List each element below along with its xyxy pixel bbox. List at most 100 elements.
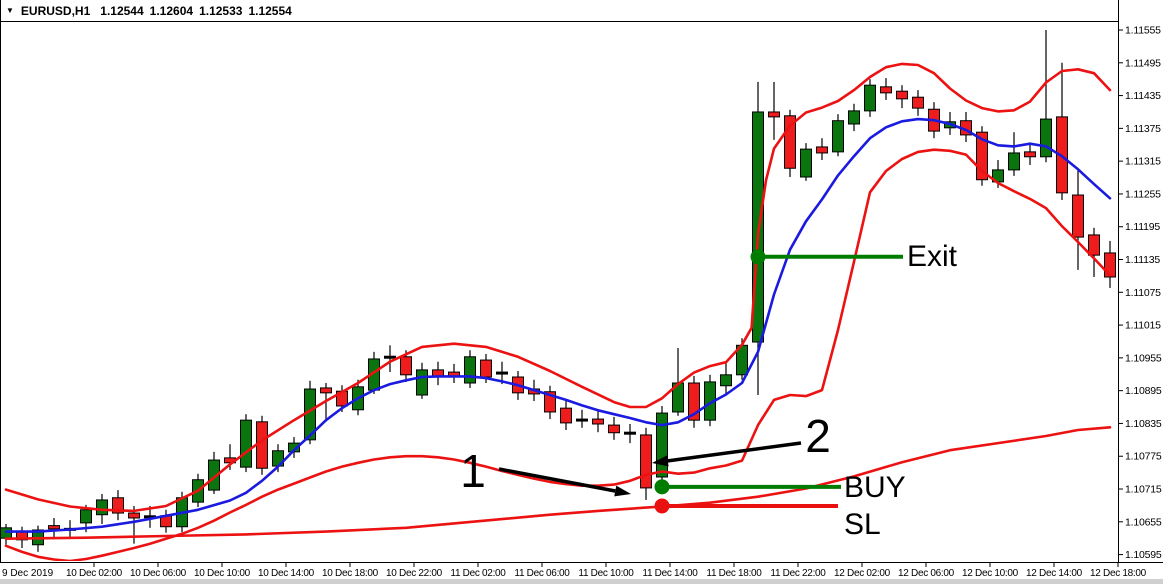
candle-37 [592, 409, 604, 433]
time-label: 12 Dec 10:00 [962, 568, 1019, 579]
time-label: 11 Dec 06:00 [514, 568, 570, 579]
candle-body [400, 356, 412, 376]
price-label: 1.11195 [1125, 221, 1160, 233]
candle-65 [1040, 30, 1052, 163]
candle-63 [1008, 132, 1020, 176]
time-scale[interactable]: 9 Dec 2019 10 Dec 02:00 10 Dec 06:00 10 Dec… [2, 562, 1147, 579]
candle-15 [240, 414, 252, 473]
candle-body [688, 382, 700, 421]
candle-53 [848, 103, 860, 132]
candle-64 [1024, 143, 1036, 165]
marker-1[interactable]: 1 [460, 445, 486, 497]
price-label: 1.11555 [1125, 25, 1161, 37]
candle-body [1040, 118, 1052, 158]
candle-body [848, 110, 860, 125]
marker-1-arrow[interactable] [498, 467, 631, 497]
candle-68 [1088, 227, 1100, 277]
candle-66 [1056, 62, 1068, 200]
exit-signal[interactable]: Exit [750, 240, 958, 273]
marker-1-arrow-head [614, 485, 631, 497]
time-label: 12 Dec 14:00 [1026, 568, 1083, 579]
candle-51 [816, 138, 828, 161]
candle-13 [208, 451, 220, 494]
candle-56 [896, 85, 908, 109]
price-label: 1.11135 [1125, 254, 1160, 266]
candle-10 [160, 509, 172, 533]
candle-body [256, 421, 268, 469]
buy-signal[interactable]: BUY [654, 471, 906, 504]
candle-body [416, 369, 428, 396]
candle-body [1, 527, 12, 539]
exit-label[interactable]: Exit [907, 240, 958, 273]
time-label: 11 Dec 22:00 [770, 568, 826, 579]
candle-38 [608, 416, 620, 440]
price-label: 1.11435 [1125, 90, 1161, 102]
price-label: 1.10835 [1125, 418, 1162, 430]
price-label: 1.11315 [1125, 156, 1161, 168]
bollinger-lower-line [4, 148, 1112, 561]
time-label: 10 Dec 18:00 [322, 568, 379, 579]
candle-body [112, 497, 124, 514]
candle-28 [448, 363, 460, 384]
time-label: 10 Dec 10:00 [194, 568, 251, 579]
candle-29 [464, 350, 476, 388]
candle-3 [48, 517, 60, 538]
price-label: 1.10895 [1125, 385, 1162, 397]
chart-frame [0, 0, 1163, 563]
candle-39 [624, 423, 636, 444]
marker-1-label[interactable]: 1 [460, 445, 486, 497]
price-label: 1.11495 [1125, 57, 1161, 69]
marker-2-arrow-shaft [667, 441, 802, 463]
candle-body [832, 120, 844, 153]
candle-body [320, 387, 332, 394]
candle-16 [256, 415, 268, 475]
price-scale[interactable]: 1.11555 1.11495 1.11435 1.11375 1.11315 1.112… [1118, 25, 1162, 562]
price-label: 1.10595 [1125, 549, 1162, 561]
candle-54 [864, 79, 876, 117]
candle-61 [976, 126, 988, 186]
symbol-dropdown-icon[interactable]: ▼ [6, 5, 14, 15]
candle-26 [416, 362, 428, 399]
candle-body [1072, 194, 1084, 238]
price-label: 1.10775 [1125, 451, 1162, 463]
marker-2-arrow-head [652, 455, 669, 467]
candle-body [240, 419, 252, 468]
candle-body [592, 418, 604, 425]
symbol-timeframe-label: EURUSD,H1 [20, 3, 91, 18]
candle-40 [640, 427, 652, 500]
sl-label[interactable]: SL [844, 508, 881, 541]
marker-2-arrow[interactable] [652, 441, 802, 467]
candle-body [576, 418, 588, 422]
candle-34 [544, 385, 556, 420]
candle-body [720, 374, 732, 387]
quote-high: 1.12604 [149, 3, 194, 18]
candle-50 [800, 143, 812, 181]
candle-27 [432, 361, 444, 386]
candle-body [560, 407, 572, 424]
price-label: 1.10715 [1125, 484, 1162, 496]
price-label: 1.10655 [1125, 516, 1162, 528]
time-label: 10 Dec 02:00 [66, 568, 123, 579]
candle-body [1088, 234, 1100, 256]
candle-body [976, 131, 988, 181]
candle-0 [1, 523, 12, 545]
candle-body [656, 412, 668, 478]
candle-body [1008, 152, 1020, 171]
candle-body [816, 146, 828, 154]
price-label: 1.11375 [1125, 123, 1161, 135]
candle-body [1024, 151, 1036, 158]
exit-dot [750, 249, 766, 265]
marker-1-arrow-shaft [498, 467, 616, 493]
candle-body [96, 499, 108, 516]
buy-label[interactable]: BUY [844, 471, 906, 504]
candle-67 [1072, 169, 1084, 270]
candle-body [640, 434, 652, 489]
time-label: 12 Dec 06:00 [898, 568, 955, 579]
candle-24 [384, 345, 396, 373]
marker-2-label[interactable]: 2 [805, 410, 831, 462]
time-label: 11 Dec 10:00 [578, 568, 634, 579]
sl-signal[interactable]: SL [654, 498, 881, 541]
marker-2[interactable]: 2 [805, 410, 831, 462]
